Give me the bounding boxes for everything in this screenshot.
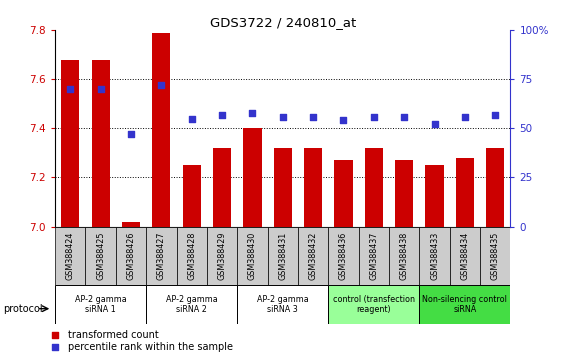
- Text: percentile rank within the sample: percentile rank within the sample: [68, 342, 233, 352]
- Point: [369, 114, 378, 119]
- Point: [96, 86, 105, 92]
- Point: [306, 179, 315, 185]
- Text: GSM388427: GSM388427: [157, 232, 166, 280]
- Bar: [365, 148, 383, 227]
- Point: [309, 114, 318, 119]
- Text: GSM388424: GSM388424: [66, 232, 75, 280]
- Text: GSM388438: GSM388438: [400, 232, 409, 280]
- Bar: [334, 160, 353, 227]
- Text: GSM388428: GSM388428: [187, 232, 196, 280]
- Bar: [55, 227, 85, 285]
- Text: control (transfection
reagent): control (transfection reagent): [333, 295, 415, 314]
- Bar: [207, 227, 237, 285]
- Bar: [183, 165, 201, 227]
- Bar: [486, 148, 505, 227]
- Bar: [85, 227, 116, 285]
- Point: [248, 110, 257, 115]
- Text: AP-2 gamma
siRNA 2: AP-2 gamma siRNA 2: [166, 295, 218, 314]
- Bar: [237, 227, 267, 285]
- Text: GSM388429: GSM388429: [218, 232, 227, 280]
- Text: transformed count: transformed count: [68, 330, 158, 340]
- Bar: [419, 285, 510, 324]
- Text: GSM388437: GSM388437: [369, 232, 378, 280]
- Text: AP-2 gamma
siRNA 3: AP-2 gamma siRNA 3: [257, 295, 309, 314]
- Point: [430, 121, 439, 127]
- Bar: [358, 227, 389, 285]
- Bar: [146, 285, 237, 324]
- Bar: [146, 227, 176, 285]
- Text: GSM388436: GSM388436: [339, 232, 348, 280]
- Bar: [456, 158, 474, 227]
- Bar: [419, 227, 450, 285]
- Text: protocol: protocol: [3, 304, 42, 314]
- Bar: [213, 148, 231, 227]
- Bar: [61, 59, 79, 227]
- Point: [66, 86, 75, 92]
- Point: [491, 112, 500, 118]
- Text: Non-silencing control
siRNA: Non-silencing control siRNA: [422, 295, 508, 314]
- Bar: [480, 227, 510, 285]
- Point: [306, 288, 315, 293]
- Bar: [92, 59, 110, 227]
- Text: AP-2 gamma
siRNA 1: AP-2 gamma siRNA 1: [75, 295, 126, 314]
- Bar: [116, 227, 146, 285]
- Bar: [237, 285, 328, 324]
- Bar: [395, 160, 414, 227]
- Text: GSM388433: GSM388433: [430, 232, 439, 280]
- Point: [187, 116, 196, 121]
- Point: [157, 82, 166, 88]
- Bar: [450, 227, 480, 285]
- Bar: [274, 148, 292, 227]
- Text: GSM388426: GSM388426: [126, 232, 136, 280]
- Text: GSM388431: GSM388431: [278, 232, 287, 280]
- Text: GSM388430: GSM388430: [248, 232, 257, 280]
- Bar: [425, 165, 444, 227]
- Bar: [304, 148, 322, 227]
- Point: [339, 118, 348, 123]
- Bar: [389, 227, 419, 285]
- Text: GSM388435: GSM388435: [491, 232, 500, 280]
- Text: GSM388425: GSM388425: [96, 232, 105, 280]
- Point: [460, 114, 469, 119]
- Bar: [243, 128, 262, 227]
- Point: [218, 112, 227, 118]
- Bar: [122, 222, 140, 227]
- Point: [400, 114, 409, 119]
- Text: GSM388432: GSM388432: [309, 232, 318, 280]
- Point: [126, 131, 136, 137]
- Bar: [298, 227, 328, 285]
- Bar: [328, 227, 358, 285]
- Bar: [328, 285, 419, 324]
- Bar: [267, 227, 298, 285]
- Text: GSM388434: GSM388434: [461, 232, 469, 280]
- Bar: [176, 227, 207, 285]
- Point: [278, 114, 287, 119]
- Title: GDS3722 / 240810_at: GDS3722 / 240810_at: [209, 16, 356, 29]
- Bar: [152, 33, 171, 227]
- Bar: [55, 285, 146, 324]
